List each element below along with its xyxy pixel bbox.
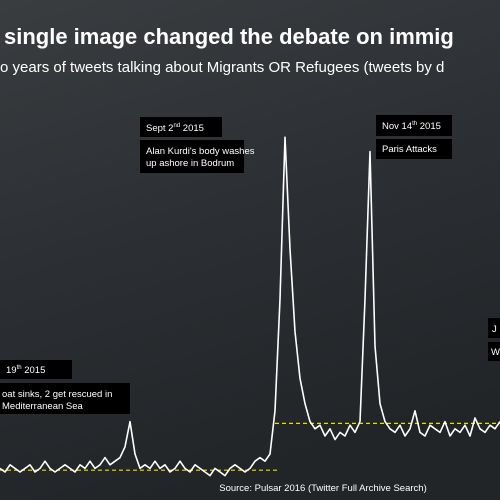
annotation-date: Nov 14th 2015 <box>382 121 441 132</box>
annotation: J W <box>488 318 500 361</box>
annotation-box <box>140 117 222 137</box>
annotation-text: oat sinks, 2 get rescued in <box>2 389 112 400</box>
annotation-box <box>488 318 500 338</box>
annotation-box <box>376 139 452 159</box>
annotation-text: Mediterranean Sea <box>2 401 84 412</box>
annotation-text: Alan Kurdi's body washes <box>146 146 255 157</box>
annotation-box <box>376 115 452 136</box>
annotation-date: J <box>492 324 497 335</box>
annotation-text: up ashore in Bodrum <box>146 158 234 169</box>
annotation: Sept 2nd 2015 Alan Kurdi's body washes u… <box>140 117 255 173</box>
annotation-box <box>0 383 130 414</box>
annotation-date: 19th 2015 <box>6 365 45 376</box>
data-line <box>0 136 500 477</box>
source: Source: Pulsar 2016 (Twitter Full Archiv… <box>219 483 427 494</box>
annotation-date: Sept 2nd 2015 <box>146 123 204 134</box>
annotation-box <box>0 360 72 379</box>
annotation-text: W <box>491 347 500 358</box>
annotation-box <box>140 140 244 173</box>
annotation-box <box>488 342 500 361</box>
annotation-text: Paris Attacks <box>382 144 437 155</box>
annotation: Nov 14th 2015 Paris Attacks <box>376 115 452 159</box>
annotation: 19th 2015 oat sinks, 2 get rescued in Me… <box>0 360 130 414</box>
chart-subtitle: o years of tweets talking about Migrants… <box>0 59 444 76</box>
chart-title: single image changed the debate on immig <box>4 24 454 49</box>
